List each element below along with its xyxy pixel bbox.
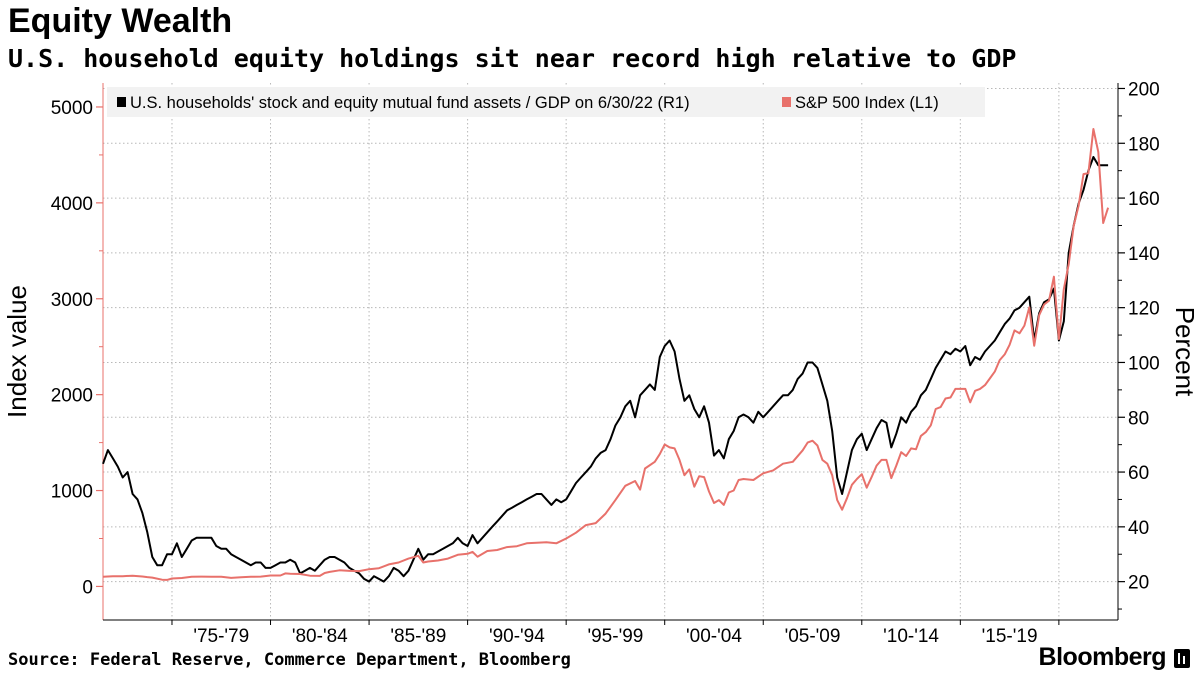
legend-box	[107, 87, 985, 117]
legend-swatch	[782, 97, 791, 107]
left-axis-title: Index value	[2, 285, 32, 418]
legend-label: U.S. households' stock and equity mutual…	[130, 94, 690, 112]
right-axis-tick-label: 60	[1128, 463, 1149, 484]
left-axis-tick-label: 5000	[51, 98, 93, 119]
right-axis-tick-label: 100	[1128, 353, 1160, 374]
legend-label: S&P 500 Index (L1)	[795, 94, 939, 112]
right-axis-tick-label: 140	[1128, 244, 1160, 265]
series-line-equity-to-gdp	[102, 156, 1109, 583]
x-axis-tick-label: '00-'04	[686, 626, 742, 647]
series-line-sp500	[102, 128, 1110, 581]
left-axis-tick-label: 0	[82, 577, 93, 598]
right-axis-tick-label: 40	[1128, 518, 1149, 539]
right-axis-tick-label: 80	[1128, 408, 1149, 429]
left-axis-tick-label: 1000	[51, 482, 93, 503]
left-axis-tick-label: 4000	[51, 194, 93, 215]
x-axis-tick-label: '05-'09	[785, 626, 841, 647]
right-axis-tick-label: 160	[1128, 189, 1160, 210]
x-axis-tick-label: '85-'89	[390, 626, 446, 647]
x-axis-tick-label: '90-'94	[489, 626, 545, 647]
x-axis-tick-label: '95-'99	[587, 626, 643, 647]
legend-swatch	[117, 97, 126, 107]
source-note: Source: Federal Reserve, Commerce Depart…	[8, 650, 571, 670]
left-axis-tick-label: 3000	[51, 290, 93, 311]
x-axis-tick-label: '80-'84	[292, 626, 348, 647]
bloomberg-logo: Bloomberg	[1038, 643, 1167, 671]
right-axis-tick-label: 120	[1128, 299, 1160, 320]
right-axis-tick-label: 180	[1128, 134, 1160, 155]
x-axis-tick-label: '15-'19	[982, 626, 1038, 647]
x-axis-tick-label: '10-'14	[883, 626, 939, 647]
chart-subtitle: U.S. household equity holdings sit near …	[8, 44, 1017, 73]
right-axis-title: Percent	[1170, 307, 1200, 397]
right-axis-tick-label: 200	[1128, 79, 1160, 100]
left-axis-tick-label: 2000	[51, 386, 93, 407]
right-axis-tick-label: 20	[1128, 573, 1149, 594]
x-axis-tick-label: '75-'79	[193, 626, 249, 647]
chart-title: Equity Wealth	[8, 2, 233, 40]
bloomberg-terminal-icon	[1174, 649, 1190, 668]
